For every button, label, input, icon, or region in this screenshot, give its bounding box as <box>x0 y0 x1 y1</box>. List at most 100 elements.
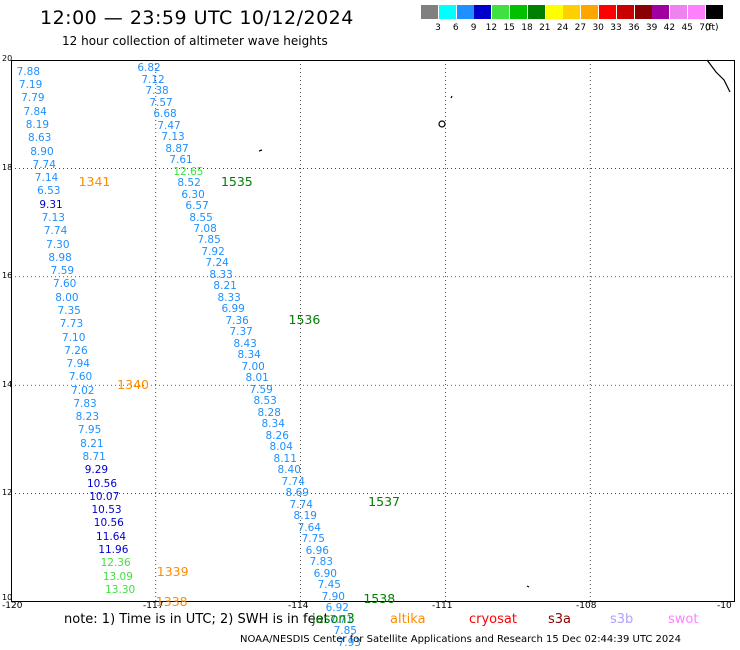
map-subtitle: 12 hour collection of altimeter wave hei… <box>62 34 328 48</box>
wave-height-value: 8.28 <box>257 406 281 419</box>
wave-height-value: 8.21 <box>80 437 104 450</box>
legend-unit: (ft) <box>705 23 719 33</box>
wave-height-value: 7.74 <box>43 225 68 238</box>
legend-swatch <box>563 5 581 19</box>
wave-height-value: 6.57 <box>185 200 209 212</box>
sat-s3b: s3b <box>610 612 634 627</box>
wave-height-value: 7.74 <box>32 158 56 171</box>
lon-label-120: -120 <box>2 601 23 611</box>
island <box>526 585 530 588</box>
lat-label-20: 20 <box>2 54 13 63</box>
wave-height-value: 7.45 <box>317 579 341 592</box>
lon-label-108: -108 <box>576 601 597 611</box>
wave-height-value: 10.07 <box>89 490 120 503</box>
wave-height-value: 7.88 <box>16 65 41 78</box>
legend-label: 70 <box>699 23 711 33</box>
wave-height-value: 8.23 <box>75 411 100 424</box>
legend-label: 27 <box>574 23 587 33</box>
legend-swatch <box>527 5 545 19</box>
wave-height-value: 11.96 <box>98 543 129 556</box>
wave-height-value: 7.85 <box>333 625 357 638</box>
wave-height-value: 7.75 <box>301 533 325 546</box>
island <box>438 120 446 128</box>
legend-swatch <box>456 5 474 19</box>
legend-label: 9 <box>470 23 477 33</box>
wave-height-value: 8.01 <box>245 372 269 385</box>
legend-swatch <box>688 5 705 19</box>
wave-height-value: 8.71 <box>82 451 106 463</box>
wave-height-value: 6.30 <box>181 188 205 201</box>
legend-label: 36 <box>628 23 640 33</box>
wave-height-value: 7.92 <box>201 245 225 258</box>
wave-height-value: 8.33 <box>217 291 241 304</box>
wave-height-value: 7.10 <box>62 331 86 344</box>
wave-height-value: 13.30 <box>105 583 136 596</box>
wave-height-value: 11.64 <box>96 530 127 543</box>
legend-swatch <box>492 5 510 19</box>
wave-height-value: 6.92 <box>325 602 349 615</box>
pass-label-1537: 1537 <box>368 493 400 509</box>
wave-height-value: 7.73 <box>59 318 84 331</box>
wave-height-value: 8.19 <box>293 510 317 523</box>
wave-height-value: 6.82 <box>137 62 161 75</box>
wave-height-value: 7.13 <box>41 211 65 224</box>
wave-height-value: 10.56 <box>86 477 118 490</box>
sat-cryosat: cryosat <box>469 612 517 627</box>
legend-swatch <box>545 5 563 19</box>
lat-label-10: 10 <box>2 593 13 602</box>
wave-height-value: 6.68 <box>153 108 177 121</box>
credit-line: NOAA/NESDIS Center for Satellite Applica… <box>240 634 682 645</box>
wave-height-value: 7.57 <box>149 96 173 109</box>
legend-swatch <box>474 5 492 19</box>
legend-swatch <box>670 5 688 19</box>
wave-height-value: 8.98 <box>48 251 72 264</box>
lon-label-111: -111 <box>432 601 453 611</box>
legend-swatch <box>705 5 723 19</box>
wave-height-value: 7.64 <box>297 521 321 534</box>
lat-label-12: 12 <box>2 488 13 497</box>
legend-label: 12 <box>485 23 498 33</box>
sat-altika: altika <box>390 612 426 627</box>
wave-height-value: 7.60 <box>52 278 77 291</box>
wave-height-value: 8.00 <box>55 291 79 304</box>
wave-height-value: 7.93 <box>337 636 362 649</box>
wave-height-value: 7.24 <box>205 257 229 270</box>
legend-label: 6 <box>452 23 459 33</box>
wave-height-value: 9.29 <box>84 464 109 477</box>
wave-height-value: 7.38 <box>145 85 169 98</box>
wave-height-value: 8.53 <box>253 395 277 408</box>
wave-height-value: 8.26 <box>265 429 289 442</box>
wave-height-value: 7.02 <box>71 384 95 397</box>
wave-height-value: 8.87 <box>165 142 189 155</box>
wave-height-value: 7.79 <box>21 92 45 105</box>
lon-label-117: -117 <box>143 601 164 611</box>
sat-jason3: jason3 <box>312 612 355 627</box>
legend-swatch <box>634 5 652 19</box>
legend-label: 18 <box>521 23 533 33</box>
legend-label: 42 <box>663 23 676 33</box>
wave-height-value: 7.94 <box>66 358 90 371</box>
map-frame <box>11 60 735 602</box>
legend-swatch <box>616 5 634 19</box>
wave-height-value: 7.60 <box>68 371 93 384</box>
wave-height-value: 7.61 <box>169 154 193 167</box>
wave-height-value: 6.99 <box>221 303 245 316</box>
wave-height-value: 7.85 <box>197 234 221 247</box>
wave-height-value: 7.74 <box>281 475 305 488</box>
wave-height-value: 7.30 <box>46 238 70 251</box>
wave-height-value: 7.37 <box>229 326 253 339</box>
lat-label-16: 16 <box>2 271 13 280</box>
island <box>450 95 453 99</box>
wave-height-value: 7.90 <box>321 590 345 603</box>
wave-height-value: 8.52 <box>177 177 201 190</box>
pass-label-1341: 1341 <box>78 173 111 189</box>
wave-height-value: 6.53 <box>37 185 61 198</box>
lon-label-114: -114 <box>288 601 309 611</box>
wave-height-value: 8.11 <box>273 452 297 465</box>
wave-height-value: 7.08 <box>193 222 217 235</box>
pass-label-1536: 1536 <box>288 312 321 328</box>
wave-height-value: 8.55 <box>189 211 213 224</box>
legend-swatch <box>438 5 456 19</box>
legend-label: 33 <box>610 23 622 33</box>
